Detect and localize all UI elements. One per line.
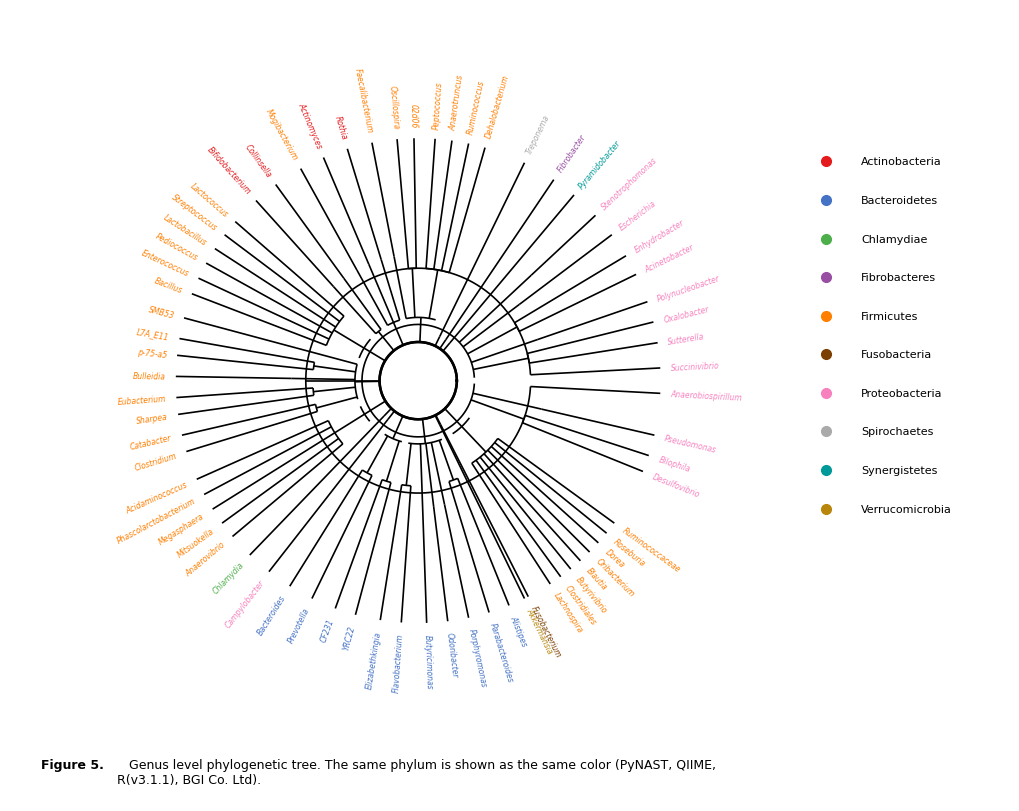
Text: Blautia: Blautia [584, 566, 608, 592]
Text: Butyrivibrio: Butyrivibrio [574, 575, 608, 615]
Text: Figure 5.: Figure 5. [41, 758, 104, 771]
Text: YRC22: YRC22 [341, 624, 357, 650]
Text: Bacteroidetes: Bacteroidetes [860, 195, 937, 206]
Text: Oxalobacter: Oxalobacter [662, 304, 709, 324]
Text: Anaerotruncus: Anaerotruncus [448, 75, 466, 131]
Text: Elizabethkingia: Elizabethkingia [365, 630, 383, 689]
Text: Fusobacteria: Fusobacteria [860, 350, 931, 360]
Text: Bifidobacterium: Bifidobacterium [205, 145, 252, 196]
Text: Rothia: Rothia [332, 115, 348, 141]
Text: Enterococcus: Enterococcus [141, 249, 191, 278]
Text: Bacteroides: Bacteroides [256, 593, 287, 637]
Text: Alistipes: Alistipes [508, 614, 529, 647]
Text: Lachnospira: Lachnospira [551, 590, 584, 634]
Text: Sharpea: Sharpea [136, 412, 168, 425]
Text: Genus level phylogenetic tree. The same phylum is shown as the same color (PyNAS: Genus level phylogenetic tree. The same … [117, 758, 715, 786]
Text: SMB53: SMB53 [147, 305, 175, 320]
Text: Phascolarctobacterium: Phascolarctobacterium [115, 496, 197, 545]
Text: Anaerobiospirillum: Anaerobiospirillum [669, 390, 742, 402]
Text: p-75-a5: p-75-a5 [137, 347, 167, 359]
Text: L7A_E11: L7A_E11 [136, 327, 170, 341]
Text: Faecalibacterium: Faecalibacterium [353, 67, 374, 134]
Text: Stenotrophomonas: Stenotrophomonas [599, 156, 659, 212]
Text: Megasphaera: Megasphaera [157, 511, 206, 547]
Text: Fusobacterium: Fusobacterium [529, 604, 562, 659]
Text: Mogibacterium: Mogibacterium [264, 108, 300, 162]
Text: Butyricimonas: Butyricimonas [422, 633, 433, 689]
Text: Oscillospira: Oscillospira [387, 85, 400, 130]
Text: Dorea: Dorea [602, 547, 626, 569]
Text: Actinobacteria: Actinobacteria [860, 157, 941, 167]
Text: Actinomyces: Actinomyces [296, 102, 323, 150]
Text: CF231: CF231 [319, 617, 335, 643]
Text: Porphyromonas: Porphyromonas [466, 628, 487, 688]
Text: Oribacterium: Oribacterium [593, 556, 635, 599]
Text: Desulfovibrio: Desulfovibrio [650, 472, 700, 499]
Text: Pseudomonas: Pseudomonas [663, 434, 717, 454]
Text: Acidaminococcus: Acidaminococcus [124, 480, 189, 515]
Text: Enhydrobacter: Enhydrobacter [632, 218, 685, 255]
Text: Acinetobacter: Acinetobacter [643, 243, 695, 274]
Text: Pediococcus: Pediococcus [153, 232, 199, 263]
Text: Succinivibrio: Succinivibrio [669, 361, 719, 372]
Text: Collinsella: Collinsella [243, 143, 273, 179]
Text: Firmicutes: Firmicutes [860, 311, 917, 321]
Text: Ruminococcus: Ruminococcus [466, 79, 486, 135]
Text: Peptococcus: Peptococcus [431, 81, 443, 130]
Text: Dehalobacterium: Dehalobacterium [483, 74, 510, 139]
Text: Roseburia: Roseburia [611, 537, 647, 568]
Text: Anaerovibrio: Anaerovibrio [184, 540, 227, 578]
Text: Eubacterium: Eubacterium [117, 394, 166, 406]
Text: Sutterella: Sutterella [666, 332, 705, 346]
Text: Bilophila: Bilophila [657, 455, 691, 474]
Text: Pyramidobacter: Pyramidobacter [577, 139, 623, 191]
Text: Bulleidia: Bulleidia [132, 371, 165, 381]
Text: Akkermansia: Akkermansia [525, 607, 554, 654]
Text: Ruminococcaceae: Ruminococcaceae [620, 526, 681, 574]
Text: Proteobacteria: Proteobacteria [860, 388, 942, 398]
Text: Clostridiales: Clostridiales [562, 583, 597, 626]
Text: Streptococcus: Streptococcus [170, 193, 219, 233]
Text: Bacillus: Bacillus [153, 276, 183, 295]
Text: Prevotella: Prevotella [286, 607, 311, 645]
Text: Verrucomicrobia: Verrucomicrobia [860, 504, 951, 514]
Text: 02d06: 02d06 [409, 104, 418, 129]
Text: Fibrobacter: Fibrobacter [555, 133, 587, 174]
Text: Clostridium: Clostridium [133, 451, 177, 472]
Text: Mitsuokella: Mitsuokella [175, 526, 216, 559]
Text: Fibrobacteres: Fibrobacteres [860, 272, 935, 283]
Text: Campylobacter: Campylobacter [223, 577, 266, 629]
Text: Spirochaetes: Spirochaetes [860, 427, 932, 437]
Text: Chlamydia: Chlamydia [211, 560, 246, 595]
Text: Treponema: Treponema [525, 114, 551, 156]
Text: Synergistetes: Synergistetes [860, 466, 936, 475]
Text: Escherichia: Escherichia [616, 200, 657, 233]
Text: Chlamydiae: Chlamydiae [860, 234, 926, 244]
Text: Polynucleobacter: Polynucleobacter [655, 273, 720, 303]
Text: Catabacter: Catabacter [129, 434, 172, 452]
Text: Lactobacillus: Lactobacillus [162, 212, 208, 247]
Text: Odoribacter: Odoribacter [444, 632, 459, 677]
Text: Lactococcus: Lactococcus [189, 181, 230, 219]
Text: Parabacteroides: Parabacteroides [487, 621, 515, 684]
Text: Flavobacterium: Flavobacterium [391, 633, 405, 693]
